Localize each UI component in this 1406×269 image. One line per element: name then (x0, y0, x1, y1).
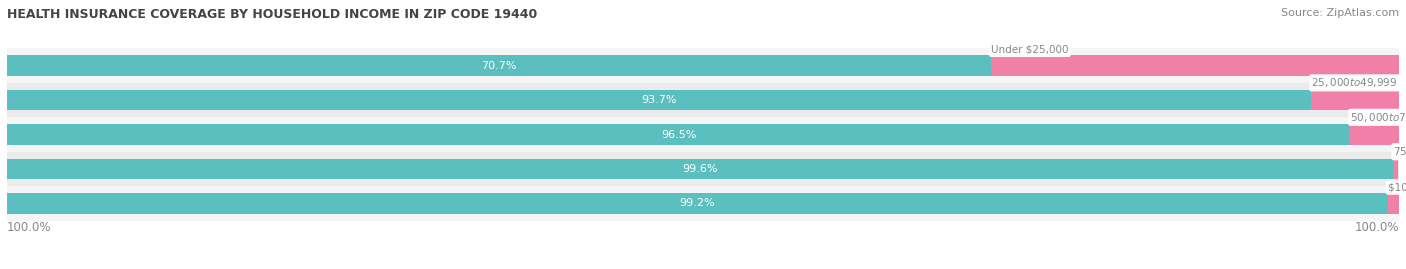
Text: Source: ZipAtlas.com: Source: ZipAtlas.com (1281, 8, 1399, 18)
Text: $25,000 to $49,999: $25,000 to $49,999 (1312, 76, 1398, 89)
Bar (7, 83, 1399, 117)
Bar (7, 186, 1399, 221)
Text: 100.0%: 100.0% (7, 221, 52, 233)
Bar (7, 152, 1399, 186)
Bar (7, 193, 1388, 214)
Bar (1312, 90, 1399, 110)
Bar (1350, 124, 1399, 145)
Text: Under $25,000: Under $25,000 (991, 45, 1069, 55)
Text: $50,000 to $74,999: $50,000 to $74,999 (1350, 111, 1406, 124)
Text: HEALTH INSURANCE COVERAGE BY HOUSEHOLD INCOME IN ZIP CODE 19440: HEALTH INSURANCE COVERAGE BY HOUSEHOLD I… (7, 8, 537, 21)
Text: 93.7%: 93.7% (641, 95, 676, 105)
Bar (7, 117, 1399, 152)
Bar (991, 55, 1400, 76)
Text: $100,000 and over: $100,000 and over (1388, 183, 1406, 193)
Bar (7, 55, 991, 76)
Bar (7, 124, 1350, 145)
Text: $75,000 to $99,999: $75,000 to $99,999 (1393, 145, 1406, 158)
Bar (7, 159, 1393, 179)
Text: 100.0%: 100.0% (1354, 221, 1399, 233)
Text: 99.6%: 99.6% (682, 164, 718, 174)
Bar (7, 90, 1312, 110)
Text: 99.2%: 99.2% (679, 198, 716, 208)
Bar (7, 48, 1399, 83)
Text: 70.7%: 70.7% (481, 61, 517, 71)
Text: 96.5%: 96.5% (661, 129, 696, 140)
Bar (1388, 193, 1399, 214)
Bar (1393, 159, 1399, 179)
